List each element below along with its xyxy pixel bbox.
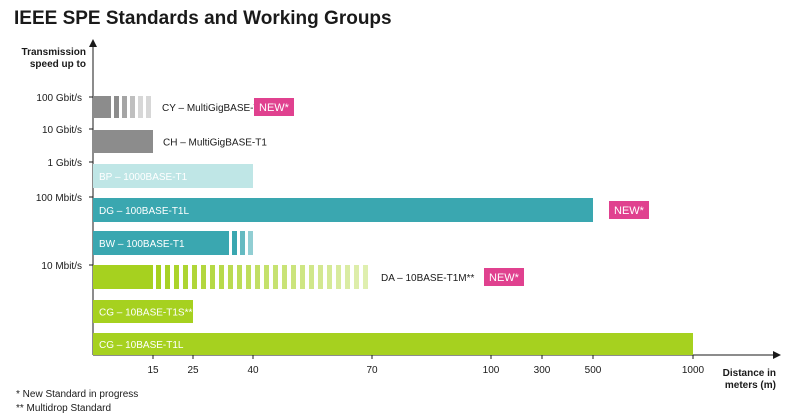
y-tick-label: 100 Gbit/s — [36, 93, 82, 104]
bar-badge-label: NEW* — [614, 205, 645, 217]
bar-planned-segment — [300, 265, 305, 289]
bar — [93, 333, 693, 355]
bar-planned-segment — [237, 265, 242, 289]
bar-planned-segment — [114, 96, 119, 118]
x-tick-label: 500 — [585, 365, 602, 376]
bar-planned-segment — [291, 265, 296, 289]
x-axis-arrow — [773, 351, 781, 359]
bar-planned-segment — [282, 265, 287, 289]
bar-planned-segment — [165, 265, 170, 289]
bar-planned-segment — [248, 231, 253, 255]
bar-planned-segment — [174, 265, 179, 289]
x-tick-label: 70 — [366, 365, 378, 376]
bar — [93, 96, 111, 118]
footnote-multidrop: ** Multidrop Standard — [16, 403, 112, 414]
bar-planned-segment — [336, 265, 341, 289]
bar-planned-segment — [156, 265, 161, 289]
bar-label: CG – 10BASE-T1S** — [99, 308, 192, 319]
bar-planned-segment — [183, 265, 188, 289]
bar-planned-segment — [192, 265, 197, 289]
bar-badge-label: NEW* — [489, 272, 520, 284]
bar — [93, 198, 593, 222]
bar-planned-segment — [228, 265, 233, 289]
bar-planned-segment — [327, 265, 332, 289]
bar-label: DA – 10BASE-T1M** — [381, 273, 474, 284]
page-title: IEEE SPE Standards and Working Groups — [14, 8, 392, 29]
bar-planned-segment — [219, 265, 224, 289]
x-tick-label: 1000 — [682, 365, 705, 376]
y-tick-label: 1 Gbit/s — [48, 158, 82, 169]
x-tick-label: 300 — [534, 365, 551, 376]
y-tick-label: 100 Mbit/s — [36, 193, 82, 204]
bar-planned-segment — [232, 231, 237, 255]
bar-planned-segment — [246, 265, 251, 289]
bar-planned-segment — [273, 265, 278, 289]
bar-label: DG – 100BASE-T1L — [99, 206, 189, 217]
x-tick-label: 40 — [247, 365, 259, 376]
bar-planned-segment — [210, 265, 215, 289]
bar — [93, 300, 193, 323]
y-tick-label: 10 Gbit/s — [42, 125, 82, 136]
bar-planned-segment — [138, 96, 143, 118]
bar-label: CG – 10BASE-T1L — [99, 340, 184, 351]
x-tick-label: 100 — [483, 365, 500, 376]
bar-planned-segment — [146, 96, 151, 118]
x-axis-title-line: Distance in — [723, 368, 776, 379]
bar — [93, 231, 229, 255]
bar-planned-segment — [240, 231, 245, 255]
x-tick-label: 25 — [187, 365, 199, 376]
bar-planned-segment — [363, 265, 368, 289]
bar — [93, 130, 153, 153]
bar-badge — [254, 98, 294, 116]
bar — [93, 265, 153, 289]
bar-planned-segment — [130, 96, 135, 118]
y-axis-title-line: Transmission — [22, 47, 86, 58]
bar-badge — [609, 201, 649, 219]
bar-badge-label: NEW* — [259, 102, 290, 114]
bar-label: CH – MultiGigBASE-T1 — [163, 138, 267, 149]
bar — [93, 164, 253, 188]
bar-planned-segment — [309, 265, 314, 289]
x-tick-label: 15 — [147, 365, 159, 376]
bar-badge — [484, 268, 524, 286]
bar-planned-segment — [201, 265, 206, 289]
bar-label: BW – 100BASE-T1 — [99, 239, 185, 250]
bar-planned-segment — [122, 96, 127, 118]
bar-planned-segment — [354, 265, 359, 289]
y-tick-label: 10 Mbit/s — [41, 261, 82, 272]
bar-planned-segment — [345, 265, 350, 289]
x-axis-title-line: meters (m) — [725, 380, 776, 391]
bar-planned-segment — [264, 265, 269, 289]
bar-label: CY – MultiGigBASE-T1 — [162, 103, 266, 114]
footnote-new: * New Standard in progress — [16, 389, 139, 400]
y-axis-arrow — [89, 39, 97, 47]
y-axis-title-line: speed up to — [30, 59, 86, 70]
bar-planned-segment — [318, 265, 323, 289]
bar-label: BP – 1000BASE-T1 — [99, 172, 188, 183]
bar-planned-segment — [255, 265, 260, 289]
